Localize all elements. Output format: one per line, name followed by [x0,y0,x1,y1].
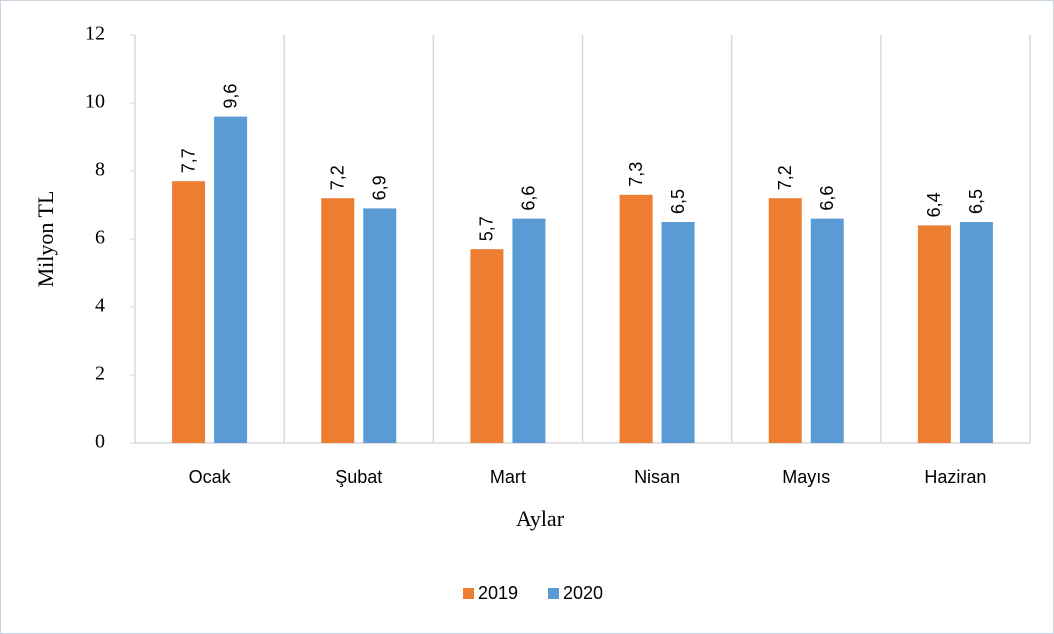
y-tick-label: 2 [95,363,105,385]
y-tick-label: 6 [95,227,105,249]
y-tick-label: 8 [95,159,105,181]
bar [321,198,355,443]
data-label: 7,7 [178,148,198,173]
bar [768,198,802,443]
data-label: 6,5 [966,189,986,214]
legend-label: 2019 [478,583,518,603]
data-label: 6,6 [817,186,837,211]
data-label: 6,6 [519,186,539,211]
data-label: 6,9 [370,175,390,200]
data-label: 7,2 [775,165,795,190]
bar [214,116,248,443]
data-label: 5,7 [477,216,497,241]
x-tick-label: Haziran [924,467,986,487]
x-tick-label: Mart [490,467,526,487]
data-label: 6,4 [924,192,944,217]
x-tick-label: Ocak [189,467,232,487]
legend-label: 2020 [563,583,603,603]
legend-swatch [548,588,559,599]
x-tick-label: Şubat [335,467,382,487]
y-tick-label: 10 [85,91,105,113]
legend-swatch [463,588,474,599]
x-axis-title: Aylar [516,506,565,531]
x-tick-label: Nisan [634,467,680,487]
bar [917,225,951,443]
data-label: 7,3 [626,162,646,187]
bar [661,222,695,443]
bar [959,222,993,443]
bar [470,249,504,443]
bar [619,194,653,443]
bar [810,218,844,443]
bar [363,208,397,443]
y-axis-title: Milyon TL [33,191,58,288]
data-label: 6,5 [668,189,688,214]
y-tick-label: 4 [95,295,105,317]
bar [172,181,206,443]
data-label: 7,2 [328,165,348,190]
y-tick-label: 12 [85,23,105,45]
bar [512,218,546,443]
data-label: 9,6 [220,84,240,109]
y-tick-label: 0 [95,431,105,453]
x-tick-label: Mayıs [782,467,830,487]
